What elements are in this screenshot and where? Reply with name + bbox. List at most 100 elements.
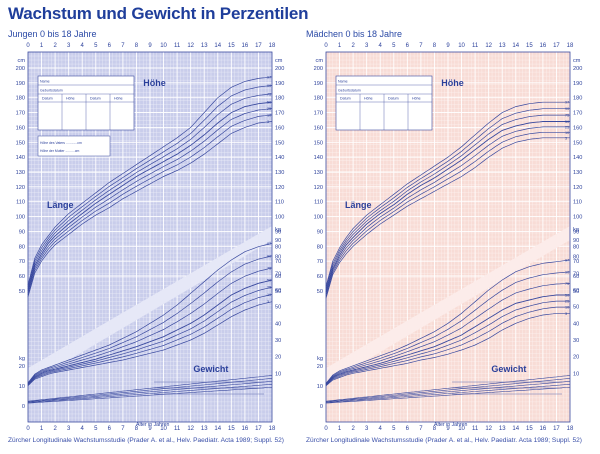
form-birthdate-label: Geburtsdatum: [40, 89, 63, 93]
x-tick-label-top: 7: [121, 43, 125, 49]
x-axis-label: Alter in Jahren: [136, 422, 170, 428]
x-tick-label-top: 4: [379, 43, 383, 49]
cm-tick-label-left: 130: [16, 170, 25, 176]
cm-unit-left: cm: [18, 58, 26, 64]
cm-unit-right: cm: [275, 58, 283, 64]
x-tick-label-top: 6: [406, 43, 410, 49]
x-tick-label-top: 17: [255, 43, 262, 49]
x-tick-label-bottom: 13: [201, 426, 208, 432]
weight-percentile-label: 50: [267, 279, 271, 283]
x-tick-label-top: 15: [228, 43, 235, 49]
x-tick-label-top: 5: [94, 43, 98, 49]
height-curve-p10: [27, 114, 273, 295]
height-curve-p3: [27, 121, 273, 297]
cm-tick-label-right: 70: [275, 259, 281, 265]
cm-tick-label-left: 190: [16, 81, 25, 87]
x-tick-label-bottom: 13: [499, 426, 506, 432]
cm-tick-label-right: 200: [275, 66, 284, 72]
cm-tick-label-right: 140: [573, 155, 582, 161]
cm-tick-label-right: 100: [275, 215, 284, 221]
cm-tick-label-right: 130: [573, 170, 582, 176]
height-percentile-label: 97: [565, 101, 569, 105]
cm-tick-label-right: 50: [573, 289, 579, 295]
x-tick-label-top: 15: [526, 43, 533, 49]
cm-tick-label-right: 190: [573, 81, 582, 87]
cm-tick-label-left: 60: [317, 274, 323, 280]
x-tick-label-top: 3: [67, 43, 71, 49]
weight-curve-p25: [325, 300, 570, 386]
cm-tick-label-left: 80: [19, 244, 25, 250]
height-percentile-label: 10: [267, 113, 271, 117]
parent-height-mother: Höhe der Mutter ..........cm: [40, 149, 80, 153]
cm-tick-label-right: 150: [275, 140, 284, 146]
kg-lower-tick-label: 0: [22, 404, 25, 410]
lower-weight-curve: [27, 381, 273, 403]
cm-tick-label-right: 190: [275, 81, 284, 87]
cm-tick-label-right: 90: [275, 229, 281, 235]
kg-lower-unit: kg: [19, 356, 25, 362]
x-tick-label-top: 9: [148, 43, 152, 49]
cm-tick-label-left: 70: [317, 259, 323, 265]
label-height: Höhe: [143, 78, 166, 88]
height-curve-p90: [27, 85, 273, 287]
x-tick-label-top: 8: [433, 43, 437, 49]
x-tick-label-bottom: 15: [526, 426, 533, 432]
weight-percentile-label: 10: [267, 293, 271, 297]
weight-percentile-label: 90: [565, 270, 569, 274]
cm-unit-right: cm: [573, 58, 581, 64]
weight-percentile-label: 25: [565, 300, 569, 304]
x-tick-label-top: 1: [40, 43, 44, 49]
x-tick-label-top: 12: [187, 43, 194, 49]
cm-tick-label-left: 180: [314, 96, 323, 102]
x-tick-label-top: 2: [53, 43, 57, 49]
form-col-header: Datum: [90, 97, 101, 101]
cm-tick-label-left: 110: [314, 200, 323, 206]
weight-curve-p90: [27, 255, 273, 384]
form-col-header: Höhe: [66, 97, 75, 101]
kg-tick-label-right: 60: [573, 288, 579, 294]
form-col-header: Datum: [42, 97, 53, 101]
x-tick-label-top: 0: [26, 43, 30, 49]
kg-lower-tick-label: 20: [317, 364, 323, 370]
height-percentile-label: 97: [267, 75, 271, 79]
height-curve-p97: [325, 101, 570, 287]
height-percentile-label: 3: [267, 120, 269, 124]
x-tick-label-bottom: 8: [135, 426, 139, 432]
x-tick-label-bottom: 2: [351, 426, 355, 432]
x-tick-label-bottom: 7: [419, 426, 423, 432]
height-percentile-label: 90: [267, 84, 271, 88]
girls-growth-chart: 0011223344556677889910101111121213131414…: [314, 43, 583, 432]
form-col-header: Höhe: [114, 97, 123, 101]
form-col-header: Höhe: [412, 97, 421, 101]
cm-tick-label-left: 90: [19, 229, 25, 235]
cm-tick-label-right: 160: [275, 125, 284, 131]
cm-tick-label-left: 110: [16, 200, 25, 206]
cm-tick-label-left: 170: [314, 111, 323, 117]
x-tick-label-bottom: 6: [108, 426, 112, 432]
x-tick-label-bottom: 2: [53, 426, 57, 432]
weight-percentile-label: 25: [267, 286, 271, 290]
weight-percentile-label: 3: [565, 312, 567, 316]
x-tick-label-bottom: 18: [269, 426, 276, 432]
cm-tick-label-right: 80: [573, 244, 579, 250]
kg-tick-label-right: 30: [275, 338, 281, 344]
x-tick-label-bottom: 10: [458, 426, 465, 432]
label-weight: Gewicht: [193, 364, 228, 374]
kg-tick-label-right: 60: [275, 288, 281, 294]
height-percentile-label: 50: [267, 101, 271, 105]
x-tick-label-top: 16: [242, 43, 249, 49]
x-tick-label-bottom: 5: [94, 426, 98, 432]
form-col-header: Datum: [388, 97, 399, 101]
x-axis-label: Alter in Jahren: [434, 422, 468, 428]
x-tick-label-top: 11: [174, 43, 181, 49]
x-tick-label-bottom: 0: [324, 426, 328, 432]
weight-curve-p3: [27, 301, 273, 386]
x-tick-label-top: 11: [472, 43, 479, 49]
x-tick-label-bottom: 14: [214, 426, 221, 432]
weight-percentile-label: 90: [267, 254, 271, 258]
cm-tick-label-right: 110: [573, 200, 582, 206]
x-tick-label-top: 17: [553, 43, 560, 49]
height-percentile-label: 50: [565, 120, 569, 124]
height-curve-p3: [325, 137, 570, 299]
cm-tick-label-right: 140: [275, 155, 284, 161]
